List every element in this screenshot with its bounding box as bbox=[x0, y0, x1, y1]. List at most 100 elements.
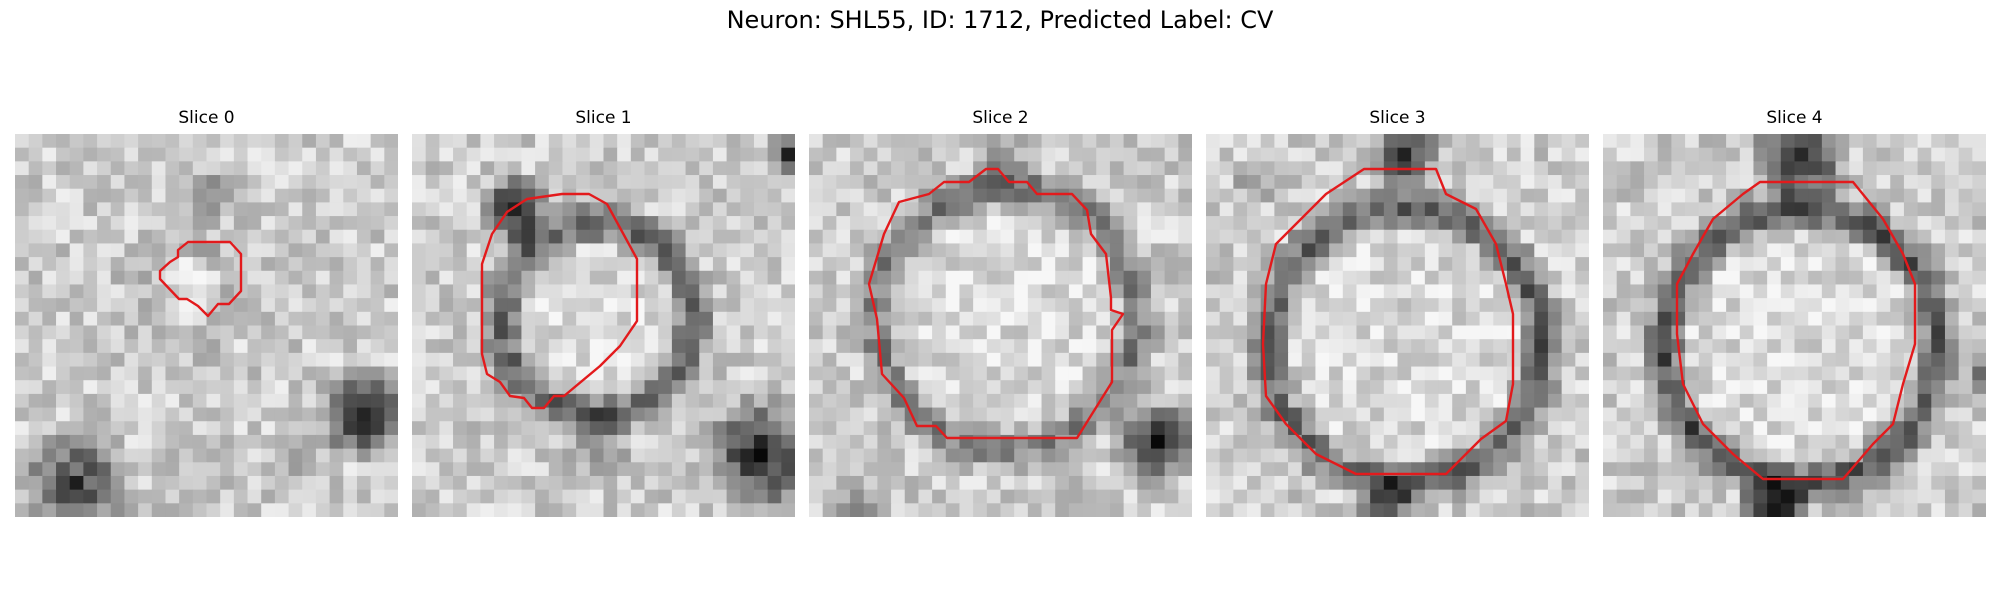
pixel bbox=[1726, 434, 1741, 450]
pixel bbox=[1137, 257, 1152, 272]
pixel bbox=[453, 366, 468, 381]
pixel bbox=[192, 311, 208, 327]
pixel bbox=[1137, 421, 1152, 436]
pixel bbox=[1150, 434, 1166, 450]
pixel bbox=[1876, 475, 1891, 491]
pixel bbox=[494, 407, 509, 422]
pixel bbox=[1616, 216, 1631, 231]
pixel bbox=[959, 462, 974, 477]
pixel bbox=[274, 298, 290, 313]
pixel bbox=[603, 175, 618, 190]
pixel bbox=[1068, 216, 1084, 231]
pixel bbox=[425, 448, 440, 463]
pixel bbox=[1575, 147, 1589, 162]
pixel bbox=[343, 380, 358, 395]
pixel bbox=[1288, 161, 1303, 176]
pixel bbox=[918, 421, 933, 436]
pixel bbox=[384, 188, 398, 203]
pixel bbox=[1685, 325, 1700, 340]
pixel bbox=[1383, 134, 1399, 149]
pixel bbox=[192, 175, 208, 190]
pixel bbox=[932, 161, 947, 176]
pixel bbox=[1164, 475, 1179, 491]
pixel bbox=[986, 257, 1002, 272]
pixel bbox=[1164, 229, 1179, 245]
pixel bbox=[1794, 311, 1809, 327]
pixel bbox=[726, 134, 741, 149]
pixel bbox=[1561, 257, 1576, 272]
pixel bbox=[28, 243, 43, 258]
pixel bbox=[1178, 216, 1192, 231]
pixel bbox=[1561, 216, 1576, 231]
pixel bbox=[1150, 380, 1166, 395]
pixel bbox=[466, 489, 481, 504]
pixel bbox=[1438, 380, 1453, 395]
pixel bbox=[1247, 421, 1262, 436]
pixel bbox=[1301, 229, 1317, 245]
pixel bbox=[850, 366, 865, 381]
pixel bbox=[1685, 339, 1700, 354]
pixel bbox=[329, 475, 344, 491]
pixel bbox=[1808, 243, 1823, 258]
pixel bbox=[1137, 352, 1152, 368]
pixel bbox=[1753, 393, 1768, 409]
pixel bbox=[576, 393, 591, 409]
pixel bbox=[753, 352, 769, 368]
pixel bbox=[1575, 475, 1589, 491]
pixel bbox=[576, 462, 591, 477]
pixel bbox=[535, 161, 550, 176]
pixel bbox=[69, 462, 84, 477]
pixel bbox=[809, 393, 824, 409]
pixel bbox=[1767, 380, 1782, 395]
pixel bbox=[1520, 270, 1535, 286]
pixel bbox=[1206, 284, 1221, 299]
pixel bbox=[370, 216, 385, 231]
pixel bbox=[1603, 434, 1618, 450]
pixel bbox=[124, 284, 139, 299]
pixel bbox=[726, 161, 741, 176]
pixel bbox=[809, 325, 824, 340]
pixel bbox=[918, 448, 933, 463]
pixel bbox=[945, 134, 961, 149]
pixel bbox=[1096, 475, 1111, 491]
pixel bbox=[1356, 407, 1371, 422]
pixel bbox=[302, 216, 317, 231]
pixel bbox=[466, 352, 481, 368]
pixel bbox=[343, 448, 358, 463]
pixel bbox=[1917, 188, 1932, 203]
pixel bbox=[781, 489, 795, 504]
pixel bbox=[863, 243, 878, 258]
pixel bbox=[494, 475, 509, 491]
slice-pixels-4 bbox=[1603, 134, 1986, 517]
pixel bbox=[1547, 325, 1563, 340]
pixel bbox=[494, 243, 509, 258]
pixel bbox=[699, 352, 714, 368]
pixel bbox=[1835, 503, 1850, 517]
pixel bbox=[1808, 489, 1823, 504]
pixel bbox=[726, 380, 741, 395]
pixel bbox=[1014, 311, 1029, 327]
pixel bbox=[1137, 475, 1152, 491]
pixel bbox=[302, 407, 317, 422]
pixel bbox=[1109, 339, 1125, 354]
pixel bbox=[576, 161, 591, 176]
pixel bbox=[836, 503, 851, 517]
pixel bbox=[973, 503, 988, 517]
pixel bbox=[1630, 366, 1645, 381]
pixel bbox=[1931, 489, 1946, 504]
pixel bbox=[302, 161, 317, 176]
pixel bbox=[1219, 298, 1234, 313]
pixel bbox=[1041, 229, 1056, 245]
pixel bbox=[412, 311, 427, 327]
pixel bbox=[1027, 407, 1043, 422]
pixel bbox=[97, 380, 112, 395]
pixel bbox=[945, 380, 961, 395]
pixel bbox=[548, 448, 564, 463]
pixel bbox=[726, 202, 741, 217]
pixel bbox=[1726, 421, 1741, 436]
pixel bbox=[932, 243, 947, 258]
pixel bbox=[1753, 434, 1768, 450]
pixel bbox=[425, 489, 440, 504]
pixel bbox=[261, 352, 276, 368]
pixel bbox=[1329, 298, 1344, 313]
